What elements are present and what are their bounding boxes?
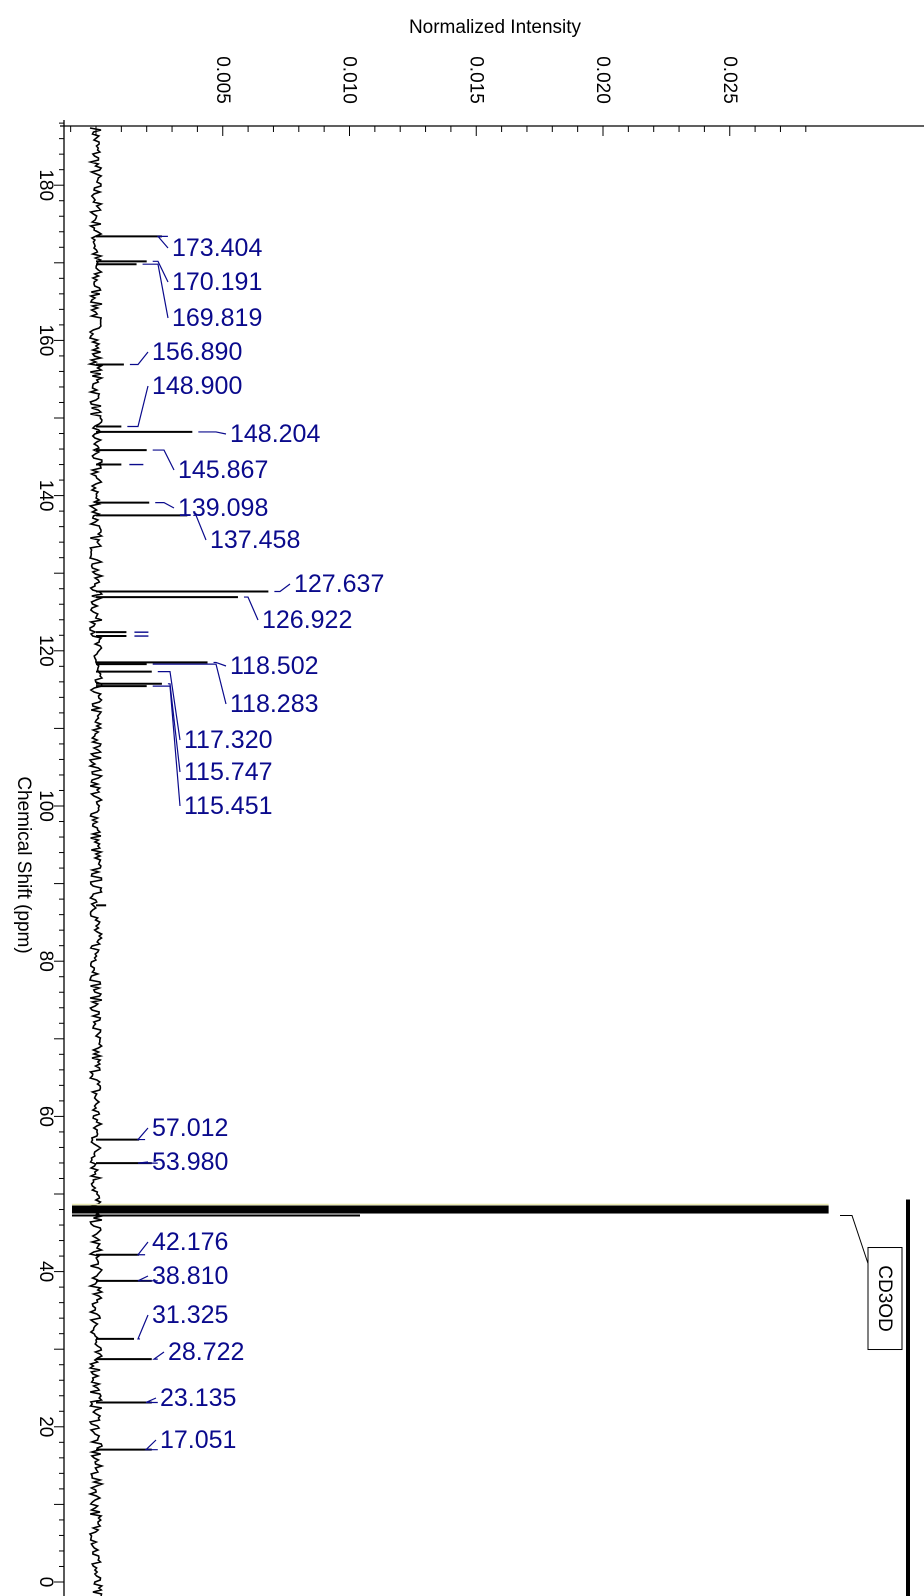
peak-leader-line — [145, 1397, 158, 1404]
peak-label: 38.810 — [152, 1262, 228, 1290]
y-tick-label: 180 — [35, 169, 56, 201]
solvent-leader-line — [840, 1215, 871, 1270]
y-tick-label: 140 — [35, 480, 56, 512]
x-tick-label: 0.005 — [212, 56, 233, 104]
peak-label: 118.502 — [230, 652, 319, 680]
peak-leader-line — [127, 385, 149, 428]
peak-label: 169.819 — [172, 304, 262, 332]
y-tick-label: 160 — [35, 325, 56, 357]
peak-label: 156.890 — [152, 338, 242, 366]
right-edge-bar — [906, 1199, 910, 1596]
peak-label: 28.722 — [168, 1338, 244, 1366]
y-axis: 180 160 140 120 100 80 60 40 20 0 — [35, 120, 65, 1596]
peak-leader-line — [136, 1127, 149, 1141]
y-tick-label: 120 — [35, 635, 56, 667]
y-tick-label: 40 — [35, 1261, 56, 1282]
peak-leader-line — [167, 683, 181, 773]
peak-label: 145.867 — [178, 456, 268, 484]
peak-label: 115.747 — [184, 758, 273, 786]
peak-leader-line — [152, 449, 175, 471]
y-tick-label: 80 — [35, 951, 56, 972]
peak-label: 17.051 — [160, 1426, 236, 1454]
peak-label: 173.404 — [172, 234, 262, 262]
peak-leader-line — [152, 260, 169, 283]
peak-label: 148.204 — [230, 420, 320, 448]
peak-leader-line — [243, 596, 259, 621]
x-tick-label: 0.010 — [339, 56, 360, 104]
peak-label: 117.320 — [184, 726, 273, 754]
peak-leader-line — [152, 663, 227, 705]
peak-marks — [72, 235, 829, 1451]
x-tick-label: 0.020 — [592, 56, 613, 104]
peak-label: 31.325 — [152, 1301, 228, 1329]
peak-label: 57.012 — [152, 1114, 228, 1142]
y-axis-title: Chemical Shift (ppm) — [13, 776, 34, 953]
peak-label: 170.191 — [172, 268, 262, 296]
y-tick-label: 0 — [35, 1577, 56, 1588]
peak-leader-line — [142, 263, 169, 319]
peak-label: 139.098 — [178, 494, 268, 522]
peak-leader-line — [274, 583, 291, 593]
peak-label: 148.900 — [152, 372, 242, 400]
peak-label: 126.922 — [262, 606, 352, 634]
solvent-label: CD3OD — [874, 1265, 895, 1332]
peak-leader-line — [198, 431, 227, 435]
peak-label: 23.135 — [160, 1384, 236, 1412]
peak-label: 137.458 — [210, 526, 300, 554]
y-tick-label: 100 — [35, 790, 56, 822]
peak-leader-line — [157, 670, 181, 741]
peak-label: 118.283 — [230, 690, 319, 718]
peak-labels: 173.404 170.191 169.819 156.890 148.900 148.2… — [127, 234, 384, 1454]
peak-label: 53.980 — [152, 1148, 228, 1176]
peak-leader-line — [137, 1161, 158, 1164]
spectrum-trace — [86, 127, 105, 1596]
spectrum-baseline — [86, 127, 105, 1596]
peak-leader-line — [152, 1351, 165, 1360]
peak-leader-line — [156, 235, 169, 249]
peak-leader-line — [155, 502, 175, 509]
peak-label: 115.451 — [184, 792, 273, 820]
peak-leader-line — [152, 685, 181, 807]
solvent-annotation: CD3OD — [840, 1199, 910, 1596]
peak-leader-line — [129, 351, 149, 366]
solvent-peak-bar — [72, 1205, 829, 1214]
peak-leader-line — [137, 1314, 149, 1340]
peak-label: 127.637 — [294, 570, 384, 598]
x-axis: 0.005 0.010 0.015 0.020 0.025 — [60, 56, 924, 136]
peak-leader-line — [213, 661, 227, 667]
x-axis-title: Normalized Intensity — [409, 17, 582, 38]
peak-label: 42.176 — [152, 1228, 228, 1256]
x-tick-label: 0.025 — [719, 56, 740, 104]
peak-leader-line — [137, 1275, 158, 1282]
x-tick-label: 0.015 — [465, 56, 486, 104]
peak-leader-line — [136, 1241, 149, 1256]
solvent-label-box — [867, 1247, 903, 1351]
y-tick-label: 20 — [35, 1416, 56, 1437]
peak-leader-line — [144, 1439, 158, 1451]
y-tick-label: 60 — [35, 1106, 56, 1127]
peak-leader-line — [193, 514, 207, 541]
